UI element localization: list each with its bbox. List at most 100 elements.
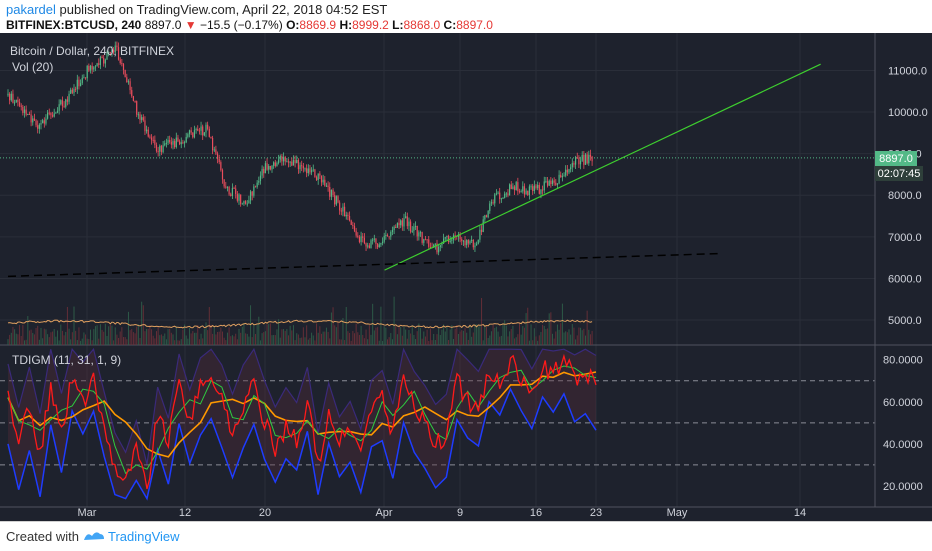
volume-bar (114, 327, 116, 345)
candle-body (269, 165, 271, 170)
volume-bar (522, 326, 524, 345)
candle-body (370, 240, 372, 249)
candle-body (42, 120, 44, 124)
volume-bar (159, 335, 161, 345)
candle-body (296, 159, 298, 163)
volume-bar (198, 339, 200, 345)
tradingview-logo-icon[interactable] (82, 528, 106, 544)
candle-body (299, 165, 301, 170)
trend-lines[interactable] (7, 63, 821, 278)
volume-bar (462, 330, 464, 345)
volume-bar (75, 330, 77, 345)
volume-bar (382, 340, 384, 345)
candle-body (192, 132, 194, 138)
volume-bar (157, 326, 159, 345)
candle-body (264, 163, 266, 174)
volume-bar (434, 339, 436, 345)
volume-bar (477, 326, 479, 345)
volume-bar (207, 330, 209, 345)
candle-body (367, 245, 369, 247)
volume-bar (324, 331, 326, 345)
candle-body (551, 180, 554, 185)
candle-body (183, 142, 186, 144)
author-link[interactable]: pakardel (6, 2, 56, 17)
candle-body (530, 186, 532, 188)
candle-body (513, 186, 516, 191)
volume-bar (316, 323, 318, 345)
candle-body (78, 79, 80, 87)
volume-bar (509, 331, 511, 345)
candle-body (45, 118, 47, 124)
candle-body (360, 236, 362, 242)
candle-body (410, 221, 412, 232)
candle-body (480, 229, 483, 232)
volume-bar (149, 325, 151, 345)
candle-body (37, 125, 39, 129)
candle-body (335, 196, 337, 205)
candle-body (236, 194, 238, 201)
volume-bar (288, 335, 289, 345)
volume-bar (81, 338, 83, 345)
candle-body (51, 115, 54, 117)
candle-body (179, 141, 181, 145)
candle-body (297, 159, 299, 170)
candle-body (385, 234, 387, 236)
volume-bar (268, 323, 270, 345)
candle-body (147, 129, 149, 137)
candle-body (471, 239, 473, 242)
candle-body (81, 77, 83, 84)
candle-body (155, 144, 158, 152)
volume-bar (281, 329, 283, 345)
candle-body (80, 83, 82, 87)
volume-bar (113, 340, 115, 345)
volume-bar (340, 339, 342, 345)
volume-bar (236, 339, 238, 345)
volume-bar (245, 333, 247, 345)
band-lower (7, 387, 597, 501)
chart-title: Bitcoin / Dollar, 240, BITFINEX (10, 44, 174, 58)
candle-body (235, 188, 237, 195)
candle-body (249, 191, 252, 201)
candle-body (540, 189, 542, 194)
footer-brand[interactable]: TradingView (108, 529, 180, 544)
candle-body (228, 186, 230, 195)
candle-body (492, 202, 494, 204)
volume-bar (65, 331, 67, 345)
volume-bar (306, 325, 308, 345)
high-label: H: (339, 18, 353, 32)
volume-bar (60, 324, 62, 345)
volume-bar (342, 318, 344, 345)
volume-bar (453, 338, 454, 345)
volume-bar (45, 329, 47, 345)
time-tick-label: 9 (457, 507, 463, 519)
volume-bar (481, 297, 483, 345)
candle-body (190, 130, 192, 133)
volume-bar (441, 329, 443, 345)
volume-bar (527, 307, 529, 345)
candle-body (55, 112, 57, 114)
volume-bar (228, 327, 230, 345)
volume-bar (28, 330, 30, 345)
candle-body (182, 142, 184, 144)
candle-body (449, 240, 451, 242)
volume-bar (225, 340, 227, 345)
volume-bar (367, 339, 369, 345)
volume-bar (589, 334, 591, 345)
volume-bar (350, 340, 352, 345)
volume-bar (495, 326, 497, 345)
candle-body (75, 88, 77, 90)
candle-body (207, 124, 209, 129)
candle-body (454, 235, 456, 237)
candle-body (195, 129, 197, 131)
chart-canvas[interactable]: 5000.06000.07000.08000.09000.010000.0110… (0, 33, 932, 521)
candle-body (527, 190, 529, 196)
volume-bar (383, 326, 385, 345)
candle-body (10, 93, 12, 101)
candle-body (83, 77, 85, 79)
volume-bar (98, 338, 100, 345)
candle-body (174, 141, 176, 148)
candle-body (47, 112, 49, 119)
close-value: 8897.0 (456, 18, 493, 32)
volume-bar (25, 339, 27, 345)
volume-bar (146, 328, 148, 345)
